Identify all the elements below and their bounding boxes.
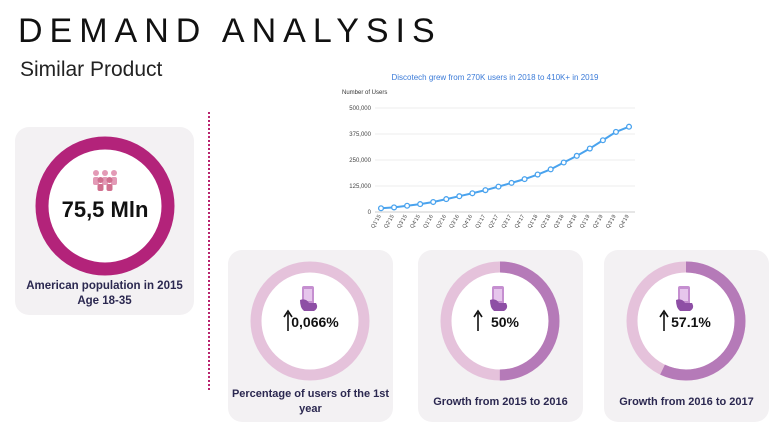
y-tick-label: 250,000	[349, 158, 371, 164]
stat-card-first-year: 0,066% Percentage of users of the 1st ye…	[228, 250, 393, 422]
x-tick-label: Q4'15	[409, 214, 421, 230]
phone-hand-icon	[676, 286, 694, 311]
x-tick-label: Q1'15	[370, 214, 382, 230]
x-tick-label: Q2'16	[436, 214, 448, 230]
data-point	[534, 171, 541, 178]
ring-track	[250, 261, 370, 381]
data-point	[625, 123, 633, 130]
y-tick-label: 375,000	[349, 132, 371, 138]
x-tick-label: Q2'19	[592, 214, 604, 230]
x-tick-label: Q4'17	[514, 214, 526, 230]
data-point	[469, 190, 476, 197]
x-tick-label: Q1'19	[579, 214, 591, 230]
data-point	[599, 137, 606, 144]
x-tick-label: Q2'15	[383, 214, 395, 230]
data-point	[430, 198, 437, 206]
x-tick-label: Q4'16	[462, 214, 474, 230]
data-point	[456, 193, 463, 200]
data-point	[573, 152, 580, 159]
data-point	[547, 166, 554, 173]
chart-title: Discotech grew from 270K users in 2018 t…	[391, 73, 599, 82]
data-point	[612, 128, 619, 135]
population-value: 75,5 Mln	[61, 197, 149, 222]
ring-progress	[626, 261, 746, 381]
stat-value: 0,066%	[291, 314, 339, 330]
stat-value: 50%	[490, 314, 520, 330]
data-point	[508, 179, 515, 186]
data-point	[521, 176, 528, 183]
growth-2017-ring: 57.1%	[624, 259, 748, 383]
growth-2016-ring: 50%	[438, 259, 562, 383]
data-point	[560, 159, 567, 166]
data-point	[417, 201, 424, 208]
y-tick-label: 500,000	[349, 106, 371, 112]
data-point	[443, 196, 450, 203]
ring-progress	[440, 261, 560, 381]
users-chart: Discotech grew from 270K users in 2018 t…	[330, 70, 650, 235]
population-label: American population in 2015 Age 18-35	[15, 279, 194, 309]
x-tick-label: Q2'18	[540, 214, 552, 230]
x-tick-label: Q3'17	[501, 214, 513, 230]
stat-label-growth-2016: Growth from 2015 to 2016	[433, 396, 568, 408]
chart-plot: Number of Users 0 125,000 250,000 375,000 500…	[342, 90, 635, 230]
people-group-icon	[90, 169, 120, 191]
data-point	[391, 204, 398, 211]
x-tick-label: Q3'16	[449, 214, 461, 230]
x-tick-label: Q1'16	[422, 214, 434, 230]
data-point	[495, 183, 502, 190]
page-title: DEMAND ANALYSIS	[18, 12, 442, 50]
first-year-ring: 0,066%	[248, 259, 372, 383]
data-point	[586, 145, 593, 152]
stat-label-first-year: Percentage of users of the 1st year	[231, 388, 390, 415]
stat-card-growth-2016: 50% Growth from 2015 to 2016	[418, 250, 583, 422]
stat-card-growth-2017: 57.1% Growth from 2016 to 2017	[604, 250, 769, 422]
population-label-line1: American population in 2015	[26, 280, 183, 292]
y-axis-label: Number of Users	[342, 90, 387, 96]
stat-label-growth-2017: Growth from 2016 to 2017	[619, 396, 754, 408]
x-tick-label: Q1'17	[475, 214, 487, 230]
phone-hand-icon	[300, 286, 318, 311]
stat-value: 57.1%	[671, 314, 711, 330]
x-tick-label: Q3'15	[396, 214, 408, 230]
phone-hand-icon	[490, 286, 508, 311]
users-series-line	[380, 125, 630, 210]
y-tick-label: 125,000	[349, 184, 371, 190]
y-tick-label: 0	[368, 210, 372, 216]
x-tick-label: Q4'19	[618, 214, 630, 230]
population-ring: 75,5 Mln	[32, 133, 178, 279]
x-tick-label: Q3'18	[553, 214, 565, 230]
x-tick-label: Q3'19	[605, 214, 617, 230]
data-point	[482, 187, 489, 194]
page-subtitle: Similar Product	[20, 58, 163, 81]
data-point	[404, 202, 411, 209]
section-divider	[208, 112, 210, 390]
x-tick-label: Q2'17	[488, 214, 500, 230]
population-card: 75,5 Mln American population in 2015 Age…	[15, 127, 194, 315]
x-tick-label: Q1'18	[527, 214, 539, 230]
data-point	[377, 205, 385, 212]
x-tick-label: Q4'18	[566, 214, 578, 230]
population-label-line2: Age 18-35	[77, 295, 132, 307]
